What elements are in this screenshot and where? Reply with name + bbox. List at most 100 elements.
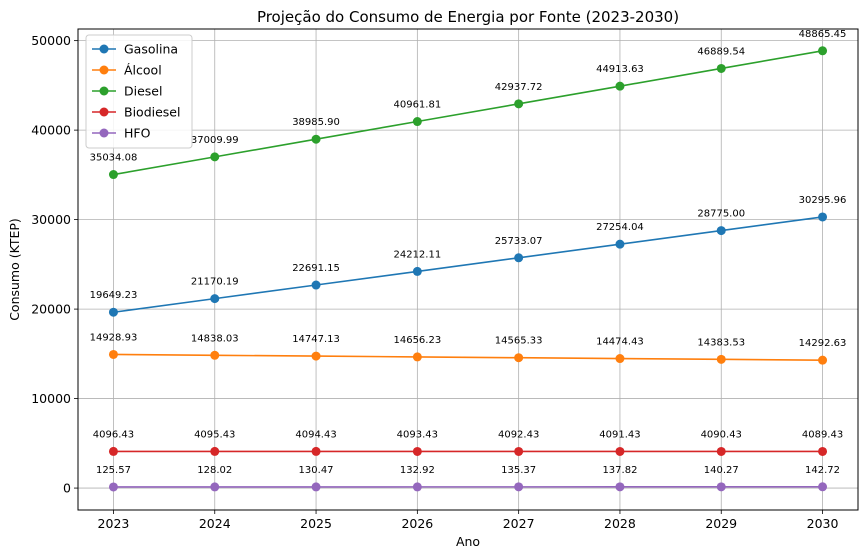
- data-label-gasolina: 25733.07: [495, 236, 543, 247]
- data-point-hfo: [615, 482, 625, 492]
- data-point-biodiesel: [615, 446, 625, 456]
- data-point-biodiesel: [716, 446, 726, 456]
- data-point-gasolina: [108, 307, 118, 317]
- series-layer: [108, 46, 828, 492]
- legend-swatch-marker-hfo: [99, 128, 109, 138]
- grid-lines: [78, 29, 858, 510]
- data-point-diesel: [210, 152, 220, 162]
- legend-label-hfo: HFO: [124, 126, 151, 141]
- data-label-biodiesel: 4094.43: [295, 429, 336, 440]
- data-point-alcool: [514, 353, 524, 363]
- data-point-hfo: [311, 482, 321, 492]
- data-point-gasolina: [818, 212, 828, 222]
- legend-swatch-marker-gasolina: [99, 44, 109, 54]
- data-point-alcool: [716, 354, 726, 364]
- data-point-diesel: [615, 81, 625, 91]
- x-tick-label: 2028: [604, 516, 636, 531]
- legend-label-gasolina: Gasolina: [124, 42, 178, 57]
- data-point-diesel: [514, 99, 524, 109]
- data-label-diesel: 44913.63: [596, 64, 644, 75]
- y-axis-label: Consumo (KTEP): [7, 218, 22, 321]
- data-label-hfo: 137.82: [602, 465, 637, 476]
- data-label-gasolina: 28775.00: [697, 209, 745, 220]
- data-point-gasolina: [412, 266, 422, 276]
- plot-frame: [77, 28, 859, 511]
- legend-swatch-marker-biodiesel: [99, 107, 109, 117]
- data-label-diesel: 40961.81: [393, 100, 441, 111]
- data-label-biodiesel: 4091.43: [599, 429, 640, 440]
- data-point-gasolina: [311, 280, 321, 290]
- data-label-diesel: 48865.45: [799, 29, 847, 40]
- legend-box: [85, 34, 193, 149]
- data-point-hfo: [818, 482, 828, 492]
- data-label-alcool: 14474.43: [596, 337, 644, 348]
- data-point-biodiesel: [514, 446, 524, 456]
- data-label-biodiesel: 4092.43: [498, 429, 539, 440]
- data-point-gasolina: [615, 239, 625, 249]
- data-label-hfo: 125.57: [96, 465, 131, 476]
- data-point-alcool: [412, 352, 422, 362]
- data-label-hfo: 140.27: [704, 465, 739, 476]
- data-point-hfo: [514, 482, 524, 492]
- data-point-gasolina: [514, 253, 524, 263]
- x-tick-label: 2025: [300, 516, 332, 531]
- data-label-diesel: 38985.90: [292, 117, 340, 128]
- data-label-hfo: 130.47: [299, 465, 334, 476]
- data-point-biodiesel: [412, 446, 422, 456]
- data-labels: 19649.23 21170.19 22691.15 24212.11 25733.07…: [90, 29, 847, 476]
- data-point-diesel: [716, 63, 726, 73]
- series-line-diesel: [113, 49, 823, 176]
- data-label-alcool: 14383.53: [697, 337, 745, 348]
- data-label-alcool: 14656.23: [393, 335, 441, 346]
- data-point-biodiesel: [210, 446, 220, 456]
- data-label-biodiesel: 4095.43: [194, 429, 235, 440]
- y-tick-label: 40000: [31, 123, 71, 138]
- data-label-hfo: 135.37: [501, 465, 536, 476]
- data-label-hfo: 142.72: [805, 465, 840, 476]
- y-tick-label: 10000: [31, 391, 71, 406]
- data-label-gasolina: 27254.04: [596, 222, 644, 233]
- data-label-alcool: 14928.93: [90, 332, 138, 343]
- data-point-diesel: [311, 134, 321, 144]
- legend-swatch-marker-diesel: [99, 86, 109, 96]
- data-point-alcool: [210, 350, 220, 360]
- data-point-biodiesel: [108, 446, 118, 456]
- data-label-diesel: 37009.99: [191, 135, 239, 146]
- data-point-hfo: [716, 482, 726, 492]
- legend: Gasolina Álcool Diesel Biodiesel HFO: [85, 34, 193, 149]
- x-axis: 2023 2024 2025 2026 2027 2028 2029 2030: [98, 510, 839, 531]
- x-tick-label: 2023: [98, 516, 130, 531]
- data-label-alcool: 14747.13: [292, 334, 340, 345]
- y-axis: 0 10000 20000 30000 40000 50000: [31, 33, 78, 496]
- data-point-alcool: [108, 349, 118, 359]
- data-label-alcool: 14838.03: [191, 333, 239, 344]
- data-point-gasolina: [210, 294, 220, 304]
- data-label-alcool: 14292.63: [799, 338, 847, 349]
- y-tick-label: 20000: [31, 302, 71, 317]
- x-tick-label: 2029: [705, 516, 737, 531]
- legend-label-diesel: Diesel: [124, 84, 162, 99]
- data-label-gasolina: 24212.11: [393, 249, 441, 260]
- y-tick-label: 30000: [31, 212, 71, 227]
- data-label-hfo: 128.02: [197, 465, 232, 476]
- legend-label-biodiesel: Biodiesel: [124, 105, 180, 120]
- data-label-diesel: 46889.54: [697, 46, 745, 57]
- x-axis-label: Ano: [456, 534, 480, 547]
- data-point-diesel: [108, 170, 118, 180]
- x-tick-label: 2026: [401, 516, 433, 531]
- data-point-alcool: [818, 355, 828, 365]
- x-tick-label: 2030: [807, 516, 839, 531]
- data-label-biodiesel: 4089.43: [802, 429, 843, 440]
- x-tick-label: 2024: [199, 516, 231, 531]
- chart-title: Projeção do Consumo de Energia por Fonte…: [257, 8, 679, 26]
- data-label-diesel: 35034.08: [90, 153, 138, 164]
- data-label-biodiesel: 4093.43: [397, 429, 438, 440]
- y-tick-label: 0: [63, 481, 71, 496]
- y-tick-label: 50000: [31, 33, 71, 48]
- legend-label-alcool: Álcool: [124, 63, 162, 78]
- data-label-biodiesel: 4090.43: [701, 429, 742, 440]
- data-point-hfo: [210, 482, 220, 492]
- data-label-gasolina: 22691.15: [292, 263, 340, 274]
- data-point-diesel: [412, 117, 422, 127]
- data-point-biodiesel: [818, 446, 828, 456]
